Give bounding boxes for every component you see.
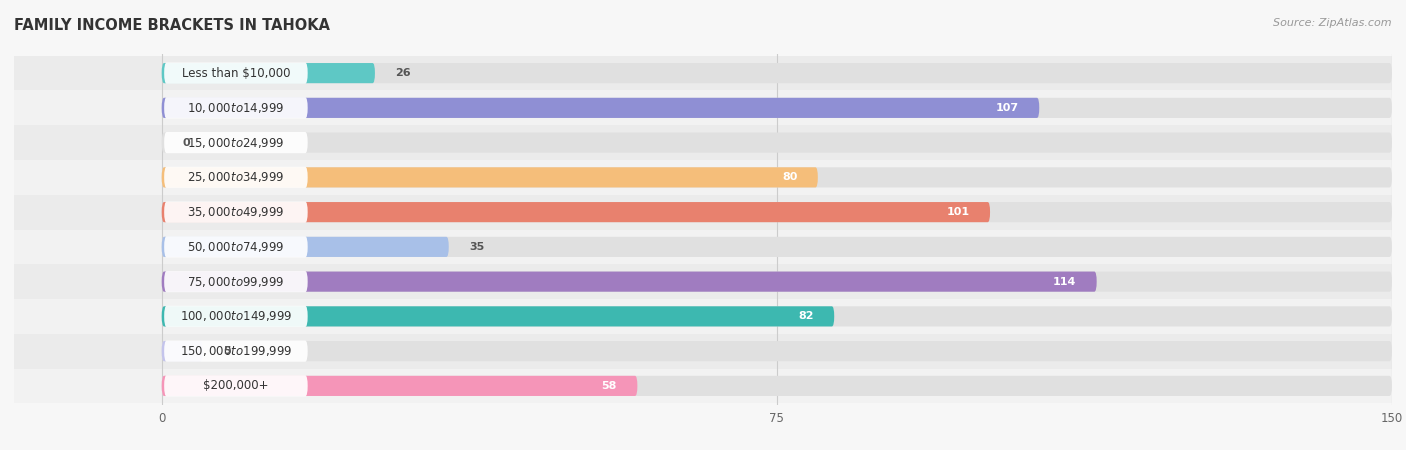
Text: $100,000 to $149,999: $100,000 to $149,999 [180, 310, 292, 324]
FancyBboxPatch shape [14, 56, 1392, 90]
Text: 0: 0 [183, 138, 190, 148]
FancyBboxPatch shape [165, 132, 308, 153]
FancyBboxPatch shape [165, 167, 308, 188]
FancyBboxPatch shape [14, 334, 1392, 369]
FancyBboxPatch shape [14, 90, 1392, 125]
Text: $25,000 to $34,999: $25,000 to $34,999 [187, 171, 284, 184]
Text: $10,000 to $14,999: $10,000 to $14,999 [187, 101, 284, 115]
FancyBboxPatch shape [162, 376, 637, 396]
FancyBboxPatch shape [162, 341, 202, 361]
FancyBboxPatch shape [162, 271, 1392, 292]
FancyBboxPatch shape [14, 195, 1392, 230]
Text: $75,000 to $99,999: $75,000 to $99,999 [187, 274, 284, 288]
FancyBboxPatch shape [162, 271, 1097, 292]
FancyBboxPatch shape [162, 63, 375, 83]
Text: 114: 114 [1053, 277, 1076, 287]
FancyBboxPatch shape [162, 341, 1392, 361]
FancyBboxPatch shape [14, 125, 1392, 160]
FancyBboxPatch shape [162, 306, 834, 326]
FancyBboxPatch shape [14, 299, 1392, 334]
Text: 107: 107 [995, 103, 1019, 113]
FancyBboxPatch shape [162, 133, 1392, 153]
Text: 80: 80 [782, 172, 797, 182]
Text: $50,000 to $74,999: $50,000 to $74,999 [187, 240, 284, 254]
FancyBboxPatch shape [162, 306, 1392, 326]
FancyBboxPatch shape [162, 237, 1392, 257]
FancyBboxPatch shape [162, 202, 990, 222]
FancyBboxPatch shape [162, 98, 1392, 118]
FancyBboxPatch shape [162, 98, 1039, 118]
Text: FAMILY INCOME BRACKETS IN TAHOKA: FAMILY INCOME BRACKETS IN TAHOKA [14, 18, 330, 33]
FancyBboxPatch shape [165, 375, 308, 396]
FancyBboxPatch shape [165, 202, 308, 223]
FancyBboxPatch shape [14, 230, 1392, 264]
Text: 82: 82 [799, 311, 814, 321]
FancyBboxPatch shape [165, 306, 308, 327]
FancyBboxPatch shape [14, 369, 1392, 403]
FancyBboxPatch shape [165, 271, 308, 292]
Text: 58: 58 [602, 381, 617, 391]
Text: Less than $10,000: Less than $10,000 [181, 67, 290, 80]
Text: Source: ZipAtlas.com: Source: ZipAtlas.com [1274, 18, 1392, 28]
FancyBboxPatch shape [162, 167, 818, 188]
FancyBboxPatch shape [162, 202, 1392, 222]
Text: 26: 26 [395, 68, 411, 78]
FancyBboxPatch shape [14, 160, 1392, 195]
FancyBboxPatch shape [165, 341, 308, 362]
FancyBboxPatch shape [162, 376, 1392, 396]
Text: $150,000 to $199,999: $150,000 to $199,999 [180, 344, 292, 358]
FancyBboxPatch shape [162, 237, 449, 257]
FancyBboxPatch shape [162, 63, 1392, 83]
FancyBboxPatch shape [165, 63, 308, 84]
Text: 101: 101 [946, 207, 970, 217]
FancyBboxPatch shape [14, 264, 1392, 299]
FancyBboxPatch shape [165, 97, 308, 118]
Text: 5: 5 [224, 346, 231, 356]
Text: 35: 35 [470, 242, 485, 252]
FancyBboxPatch shape [165, 236, 308, 257]
FancyBboxPatch shape [162, 167, 1392, 188]
Text: $35,000 to $49,999: $35,000 to $49,999 [187, 205, 284, 219]
Text: $15,000 to $24,999: $15,000 to $24,999 [187, 135, 284, 149]
Text: $200,000+: $200,000+ [202, 379, 269, 392]
